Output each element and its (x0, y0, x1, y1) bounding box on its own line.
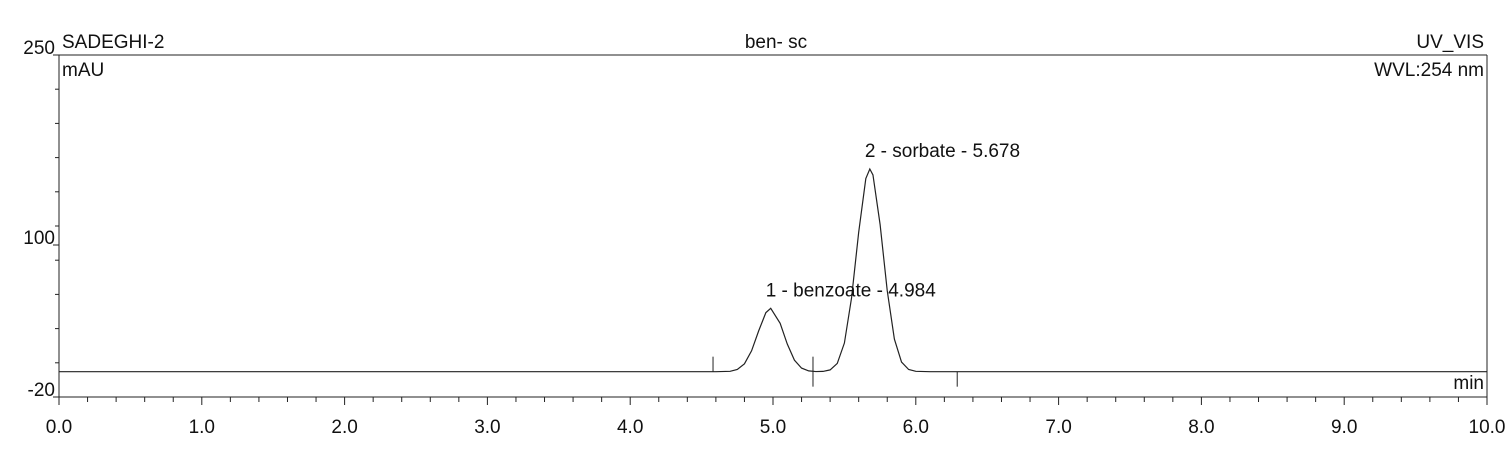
x-tick-label: 9.0 (1331, 417, 1357, 438)
detector: UV_VIS (1416, 32, 1484, 53)
chart-title: ben- sc (745, 32, 807, 53)
x-tick-label: 5.0 (760, 417, 786, 438)
x-tick-label: 8.0 (1188, 417, 1214, 438)
y-tick-label: -20 (28, 380, 55, 401)
y-tick-label: 250 (23, 38, 55, 59)
x-tick-label: 6.0 (903, 417, 929, 438)
x-axis-label: min (1453, 373, 1484, 394)
x-tick-label: 10.0 (1469, 417, 1506, 438)
sample-name: SADEGHI-2 (62, 32, 164, 53)
x-tick-label: 1.0 (189, 417, 215, 438)
wavelength: WVL:254 nm (1374, 60, 1484, 81)
chromatogram-trace (59, 167, 1487, 373)
peak-label: 1 - benzoate - 4.984 (766, 280, 936, 301)
y-tick-label: 100 (23, 228, 55, 249)
x-tick-label: 0.0 (46, 417, 72, 438)
x-tick-label: 7.0 (1045, 417, 1071, 438)
y-axis-label: mAU (62, 60, 104, 81)
x-tick-label: 3.0 (474, 417, 500, 438)
peak-label: 2 - sorbate - 5.678 (865, 141, 1020, 162)
x-tick-label: 2.0 (331, 417, 357, 438)
x-tick-label: 4.0 (617, 417, 643, 438)
